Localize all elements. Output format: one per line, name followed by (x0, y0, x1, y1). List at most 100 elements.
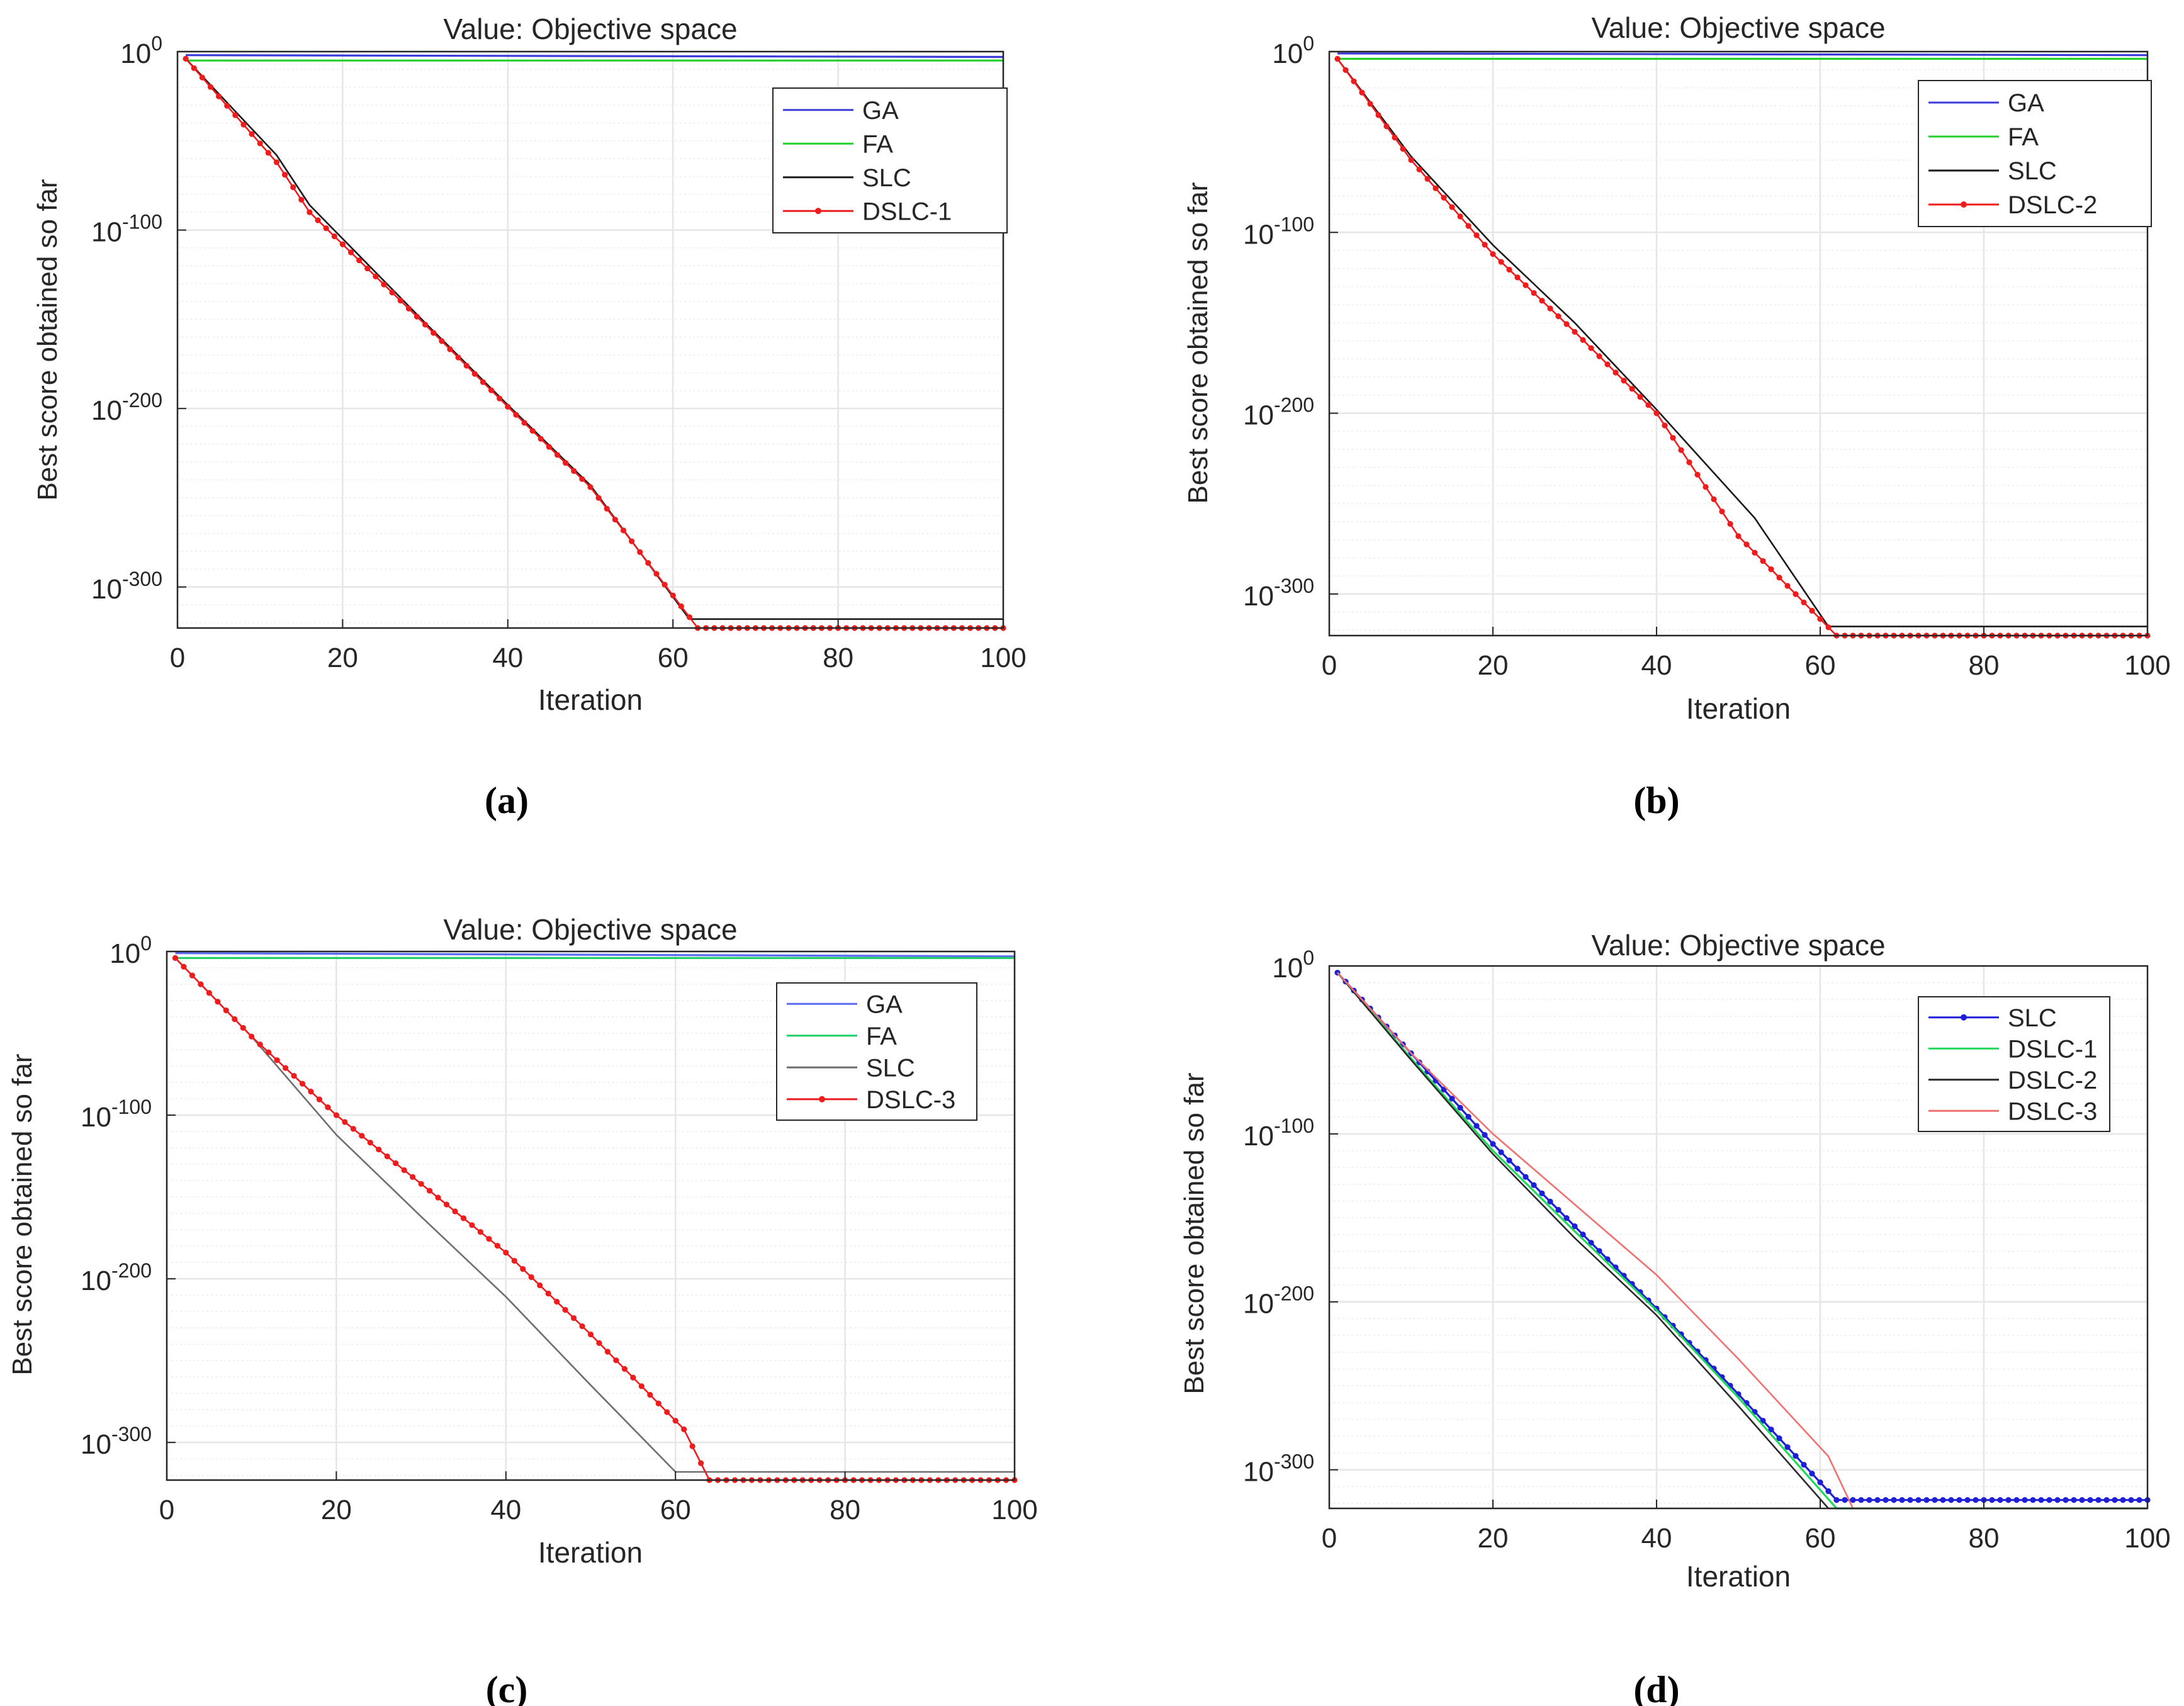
data-point (698, 1460, 704, 1466)
y-tick-label: 10-100 (91, 211, 162, 248)
data-point (232, 1016, 238, 1023)
data-point (538, 435, 544, 442)
data-point (1498, 1149, 1504, 1155)
x-tick-label: 0 (1322, 650, 1337, 681)
data-point (199, 74, 205, 81)
data-point (1490, 251, 1496, 257)
data-point (290, 184, 296, 191)
data-point (1793, 1453, 1799, 1459)
y-axis-label: Best score obtained so far (32, 179, 63, 500)
data-point (604, 1349, 611, 1355)
data-point (291, 1073, 297, 1079)
x-tick-label: 80 (823, 643, 853, 673)
data-point (333, 1112, 340, 1118)
data-point (1498, 259, 1504, 265)
y-tick-label: 10-200 (1243, 394, 1314, 431)
x-tick-label: 60 (660, 1495, 691, 1525)
data-point (281, 172, 288, 178)
series-ga (175, 951, 1015, 958)
legend-label-dslc-3: DSLC-3 (866, 1086, 955, 1114)
data-point (323, 225, 329, 232)
data-point (1400, 145, 1406, 152)
data-point (670, 592, 676, 598)
y-tick-label: 10-300 (1243, 1451, 1314, 1488)
legend-label-fa: FA (2008, 123, 2039, 151)
data-point (2103, 1497, 2110, 1503)
data-point (1973, 1497, 1979, 1503)
data-point (452, 1208, 458, 1215)
y-tick-label: 10-200 (91, 389, 162, 426)
legend-label-ga: GA (2008, 89, 2044, 117)
data-point (620, 527, 627, 534)
legend-label-ga: GA (862, 97, 899, 125)
data-point (1514, 1165, 1521, 1172)
data-point (1367, 101, 1373, 107)
data-point (1342, 67, 1349, 73)
data-point (172, 955, 179, 962)
data-point (521, 420, 527, 426)
data-point (511, 1257, 517, 1264)
series-line-slc (1336, 58, 2147, 627)
legend-label-fa: FA (866, 1023, 897, 1050)
data-point (1523, 1174, 1529, 1180)
data-point (1743, 541, 1750, 547)
legend-marker (1961, 1014, 1967, 1021)
data-point (546, 444, 553, 450)
panel-caption: (b) (1633, 780, 1679, 821)
data-point (630, 1374, 636, 1381)
data-point (1621, 378, 1627, 384)
data-point (2005, 1497, 2012, 1503)
data-point (249, 1033, 255, 1040)
data-point (1809, 607, 1815, 614)
data-point (422, 322, 429, 328)
axes-box (1328, 965, 2149, 1510)
data-point (571, 468, 577, 474)
data-point (443, 1201, 450, 1208)
data-point (1645, 402, 1652, 408)
legend-label-dslc-3: DSLC-3 (2008, 1097, 2097, 1125)
data-point (1940, 1497, 1946, 1503)
data-point (1539, 1190, 1545, 1196)
data-point (316, 1096, 323, 1103)
chart-title: Value: Objective space (443, 913, 737, 946)
data-point (426, 1187, 433, 1194)
data-point (257, 140, 263, 147)
data-point (1457, 1104, 1463, 1111)
data-point (1760, 1417, 1766, 1424)
x-tick-label: 20 (1478, 650, 1509, 681)
axes-box (166, 950, 1016, 1481)
x-tick-label: 20 (1478, 1523, 1509, 1554)
legend-label-dslc-2: DSLC-2 (2008, 1067, 2097, 1094)
data-point (1915, 1497, 1922, 1503)
data-point (215, 999, 221, 1005)
x-tick-label: 100 (991, 1495, 1037, 1525)
data-point (1752, 549, 1758, 556)
series-ga (186, 54, 1004, 59)
data-point (1964, 1497, 1971, 1503)
panel-caption: (a) (485, 780, 529, 821)
data-point (405, 305, 412, 311)
data-point (397, 298, 403, 304)
data-point (350, 1126, 356, 1132)
data-point (664, 1409, 670, 1415)
data-point (384, 1153, 390, 1160)
series-line-ga (186, 54, 1004, 59)
data-point (1784, 1444, 1791, 1451)
data-point (1801, 599, 1807, 605)
chart-panel-c: 0 20 40 60 80 100 100 10-100 10-200 10-300 Value: … (7, 913, 1038, 1706)
data-point (629, 538, 635, 544)
x-tick-label: 100 (980, 643, 1026, 673)
data-point (1989, 1497, 1995, 1503)
data-point (1424, 176, 1431, 182)
data-point (2054, 1497, 2061, 1503)
data-point (1473, 232, 1480, 239)
data-point (2079, 1497, 2085, 1503)
data-point (554, 1298, 560, 1305)
legend-label-slc: SLC (2008, 157, 2057, 185)
data-point (1539, 298, 1545, 304)
data-point (579, 1323, 585, 1330)
x-tick-label: 0 (159, 1495, 174, 1525)
data-point (1473, 1123, 1480, 1129)
data-point (376, 1147, 382, 1153)
data-point (189, 972, 196, 979)
